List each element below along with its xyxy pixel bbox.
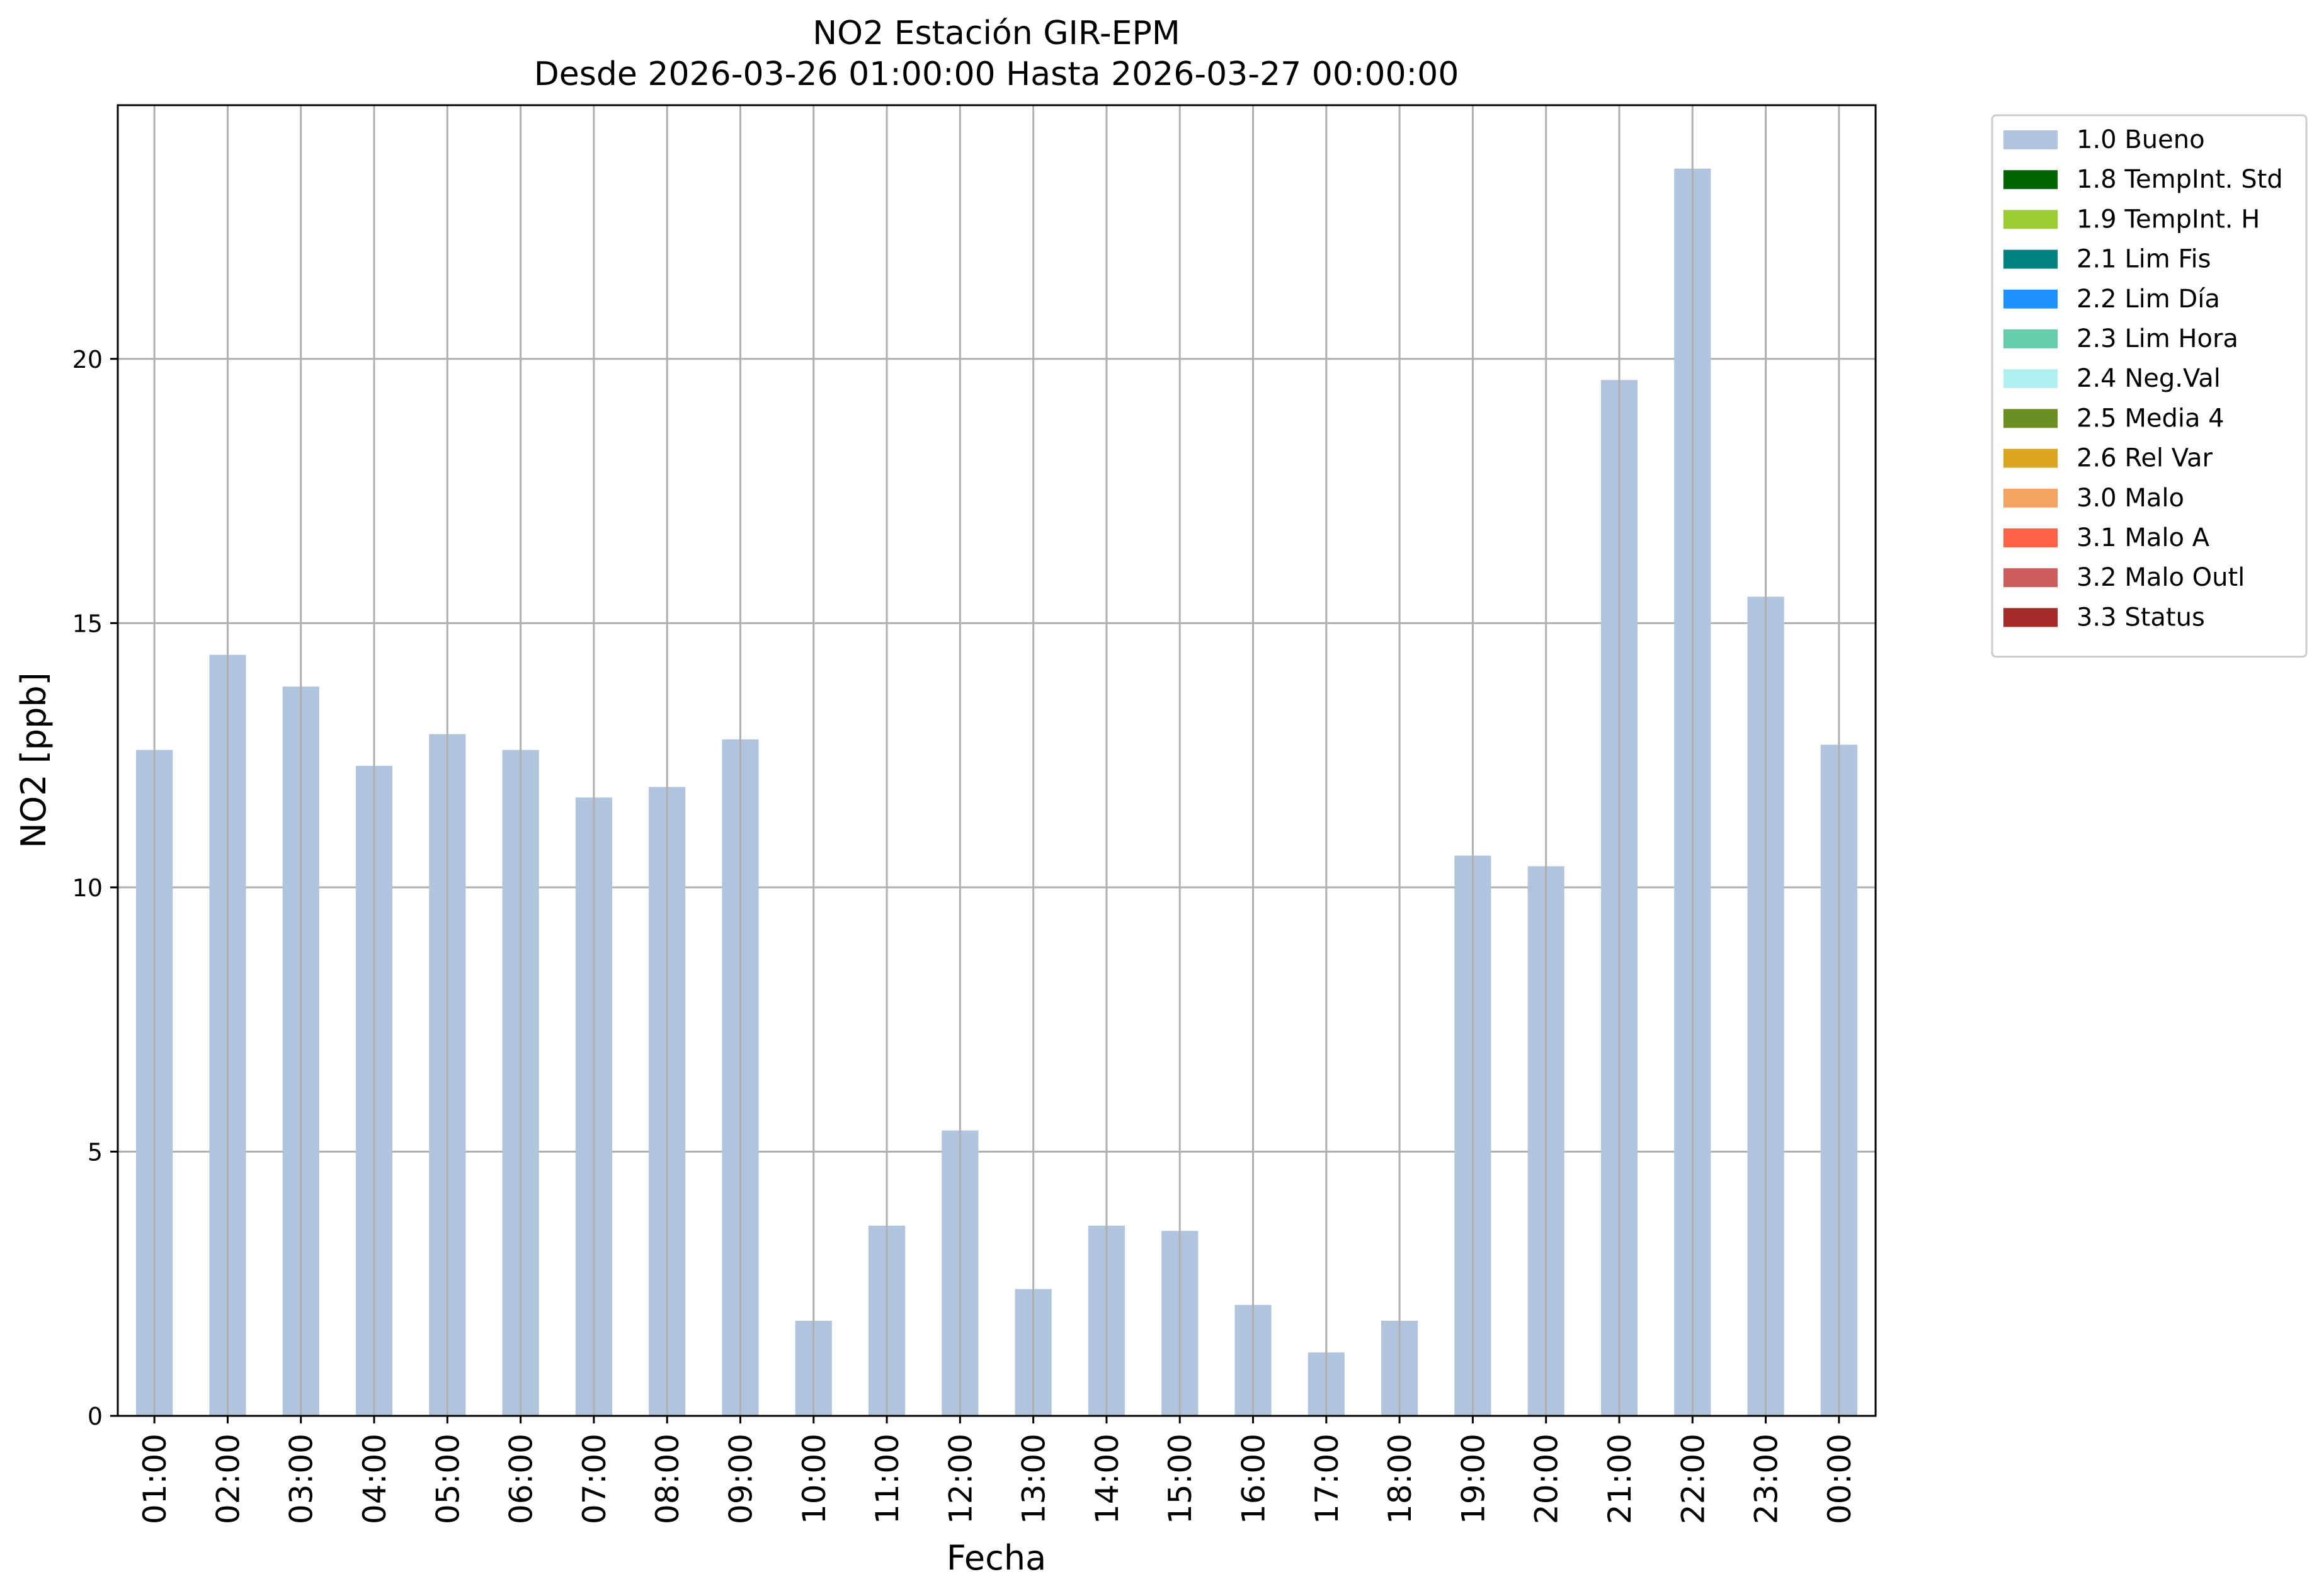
legend-swatch: [2003, 369, 2058, 389]
x-tick-label: 15:00: [1162, 1434, 1199, 1524]
legend-label: 2.3 Lim Hora: [2077, 324, 2238, 353]
x-tick-label: 06:00: [503, 1434, 540, 1524]
legend-label: 3.3 Status: [2077, 603, 2205, 632]
x-tick-label: 03:00: [283, 1434, 320, 1524]
x-tick-label: 22:00: [1675, 1434, 1711, 1524]
x-tick-label: 01:00: [137, 1434, 173, 1524]
legend-swatch: [2003, 488, 2058, 508]
grid-lines: [118, 358, 1876, 1153]
legend-label: 3.2 Malo Outl: [2077, 563, 2245, 592]
legend-swatch: [2003, 289, 2058, 309]
legend-swatch: [2003, 329, 2058, 348]
legend-swatch: [2003, 568, 2058, 588]
x-tick-label: 11:00: [869, 1434, 906, 1524]
legend-label: 1.0 Bueno: [2077, 125, 2205, 154]
legend-label: 2.6 Rel Var: [2077, 444, 2213, 473]
x-tick-label: 12:00: [942, 1434, 979, 1524]
legend-swatch: [2003, 130, 2058, 149]
x-tick-label: 05:00: [430, 1434, 466, 1524]
legend-swatch: [2003, 528, 2058, 547]
legend-label: 2.2 Lim Día: [2077, 285, 2220, 314]
x-tick-label: 10:00: [796, 1434, 833, 1524]
chart-subtitle: Desde 2026-03-26 01:00:00 Hasta 2026-03-…: [534, 55, 1459, 93]
x-tick-label: 08:00: [649, 1434, 686, 1524]
legend: 1.0 Bueno 1.8 TempInt. Std 1.9 TempInt. H 2…: [1991, 114, 2308, 658]
legend-label: 2.4 Neg.Val: [2077, 364, 2221, 393]
legend-label: 2.1 Lim Fis: [2077, 245, 2211, 274]
legend-swatch: [2003, 409, 2058, 428]
plot-frame: [117, 104, 1877, 1417]
x-tick-label: 18:00: [1382, 1434, 1418, 1524]
x-tick-label: 14:00: [1089, 1434, 1125, 1524]
legend-label: 3.1 Malo A: [2077, 523, 2210, 552]
x-tick-label: 07:00: [576, 1434, 613, 1524]
x-tick-label: 21:00: [1602, 1434, 1638, 1524]
y-tick-label: 15: [72, 610, 103, 637]
x-tick-label: 00:00: [1821, 1434, 1858, 1524]
x-tick-label: 20:00: [1529, 1434, 1565, 1524]
legend-label: 2.5 Media 4: [2077, 404, 2225, 433]
x-tick-label: 02:00: [210, 1434, 246, 1524]
legend-box: [1991, 114, 2308, 658]
x-tick-label: 04:00: [356, 1434, 393, 1524]
legend-swatch: [2003, 170, 2058, 190]
legend-label: 1.8 TempInt. Std: [2077, 165, 2283, 194]
x-tick-label: 16:00: [1236, 1434, 1272, 1524]
y-axis-label: NO2 [ppb]: [14, 672, 54, 848]
y-tick-label: 10: [72, 874, 103, 902]
y-tick-label: 20: [72, 346, 103, 373]
legend-label: 3.0 Malo: [2077, 484, 2184, 513]
x-tick-label: 17:00: [1309, 1434, 1345, 1524]
x-tick-label: 19:00: [1455, 1434, 1491, 1524]
legend-swatch: [2003, 608, 2058, 627]
legend-label: 1.9 TempInt. H: [2077, 205, 2260, 234]
x-axis-ticks: 01:00 02:00 03:00 04:00 05:00 06:00 07:00 08:00…: [137, 1416, 1858, 1524]
y-tick-label: 5: [88, 1138, 103, 1166]
y-axis-ticks: 0 5 10 15 20: [72, 346, 118, 1430]
legend-swatch: [2003, 210, 2058, 229]
chart-title: NO2 Estación GIR-EPM: [812, 14, 1180, 52]
x-axis-label: Fecha: [947, 1538, 1046, 1578]
legend-swatch: [2003, 448, 2058, 468]
y-tick-label: 0: [88, 1403, 103, 1430]
x-tick-label: 23:00: [1748, 1434, 1785, 1524]
legend-swatch: [2003, 249, 2058, 269]
vertical-grid-lines: [153, 105, 1840, 1416]
bars: [136, 168, 1857, 1416]
x-tick-label: 09:00: [722, 1434, 759, 1524]
x-tick-label: 13:00: [1016, 1434, 1052, 1524]
